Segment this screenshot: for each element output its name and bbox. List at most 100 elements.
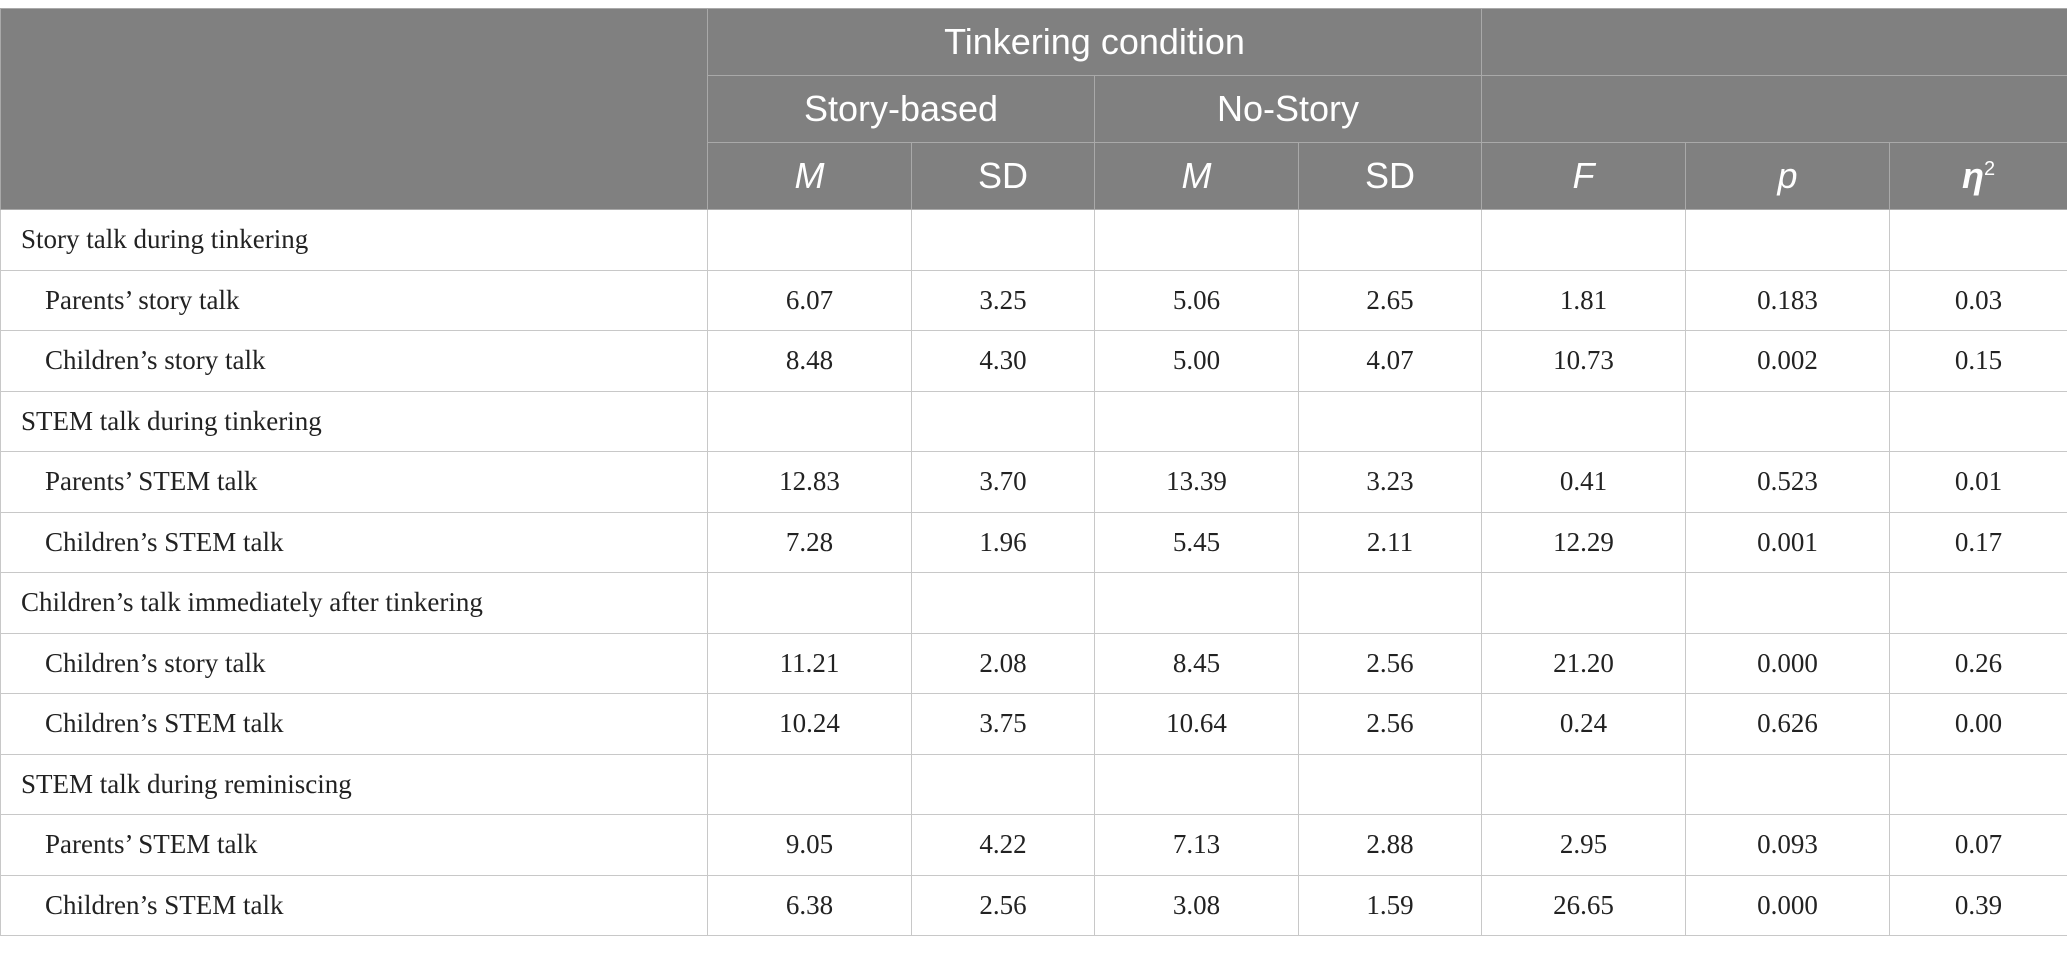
value-cell: 5.45 [1094, 511, 1299, 573]
value-cell: 0.093 [1685, 814, 1891, 876]
value-cell: 12.29 [1481, 511, 1687, 573]
value-cell: 12.83 [707, 451, 912, 513]
row-label: Children’s STEM talk [0, 693, 708, 755]
value-cell: 7.28 [707, 511, 912, 573]
header-col-m: M [707, 142, 912, 210]
value-cell: 6.38 [707, 874, 912, 936]
value-cell: 0.03 [1889, 269, 2067, 331]
section-row: STEM talk during reminiscing [0, 753, 2067, 815]
empty-cell [1481, 209, 1687, 271]
row-label: Parents’ STEM talk [0, 814, 708, 876]
section-row: Children’s talk immediately after tinker… [0, 572, 2067, 634]
value-cell: 3.75 [911, 693, 1095, 755]
empty-cell [911, 390, 1095, 452]
header-col-p: p [1685, 142, 1891, 210]
empty-cell [1889, 572, 2067, 634]
empty-cell [1297, 390, 1483, 452]
empty-cell [707, 209, 912, 271]
empty-cell [1685, 572, 1891, 634]
header-stats-blank-2 [1481, 75, 2067, 143]
empty-cell [1297, 572, 1483, 634]
value-cell: 2.56 [1297, 693, 1483, 755]
empty-cell [911, 572, 1095, 634]
row-label: Children’s story talk [0, 632, 708, 694]
value-cell: 2.95 [1481, 814, 1687, 876]
row-label: Children’s story talk [0, 330, 708, 392]
value-cell: 0.24 [1481, 693, 1687, 755]
value-cell: 3.23 [1297, 451, 1483, 513]
value-cell: 0.07 [1889, 814, 2067, 876]
value-cell: 13.39 [1094, 451, 1299, 513]
value-cell: 0.523 [1685, 451, 1891, 513]
section-title: Story talk during tinkering [0, 209, 708, 271]
header-stats-blank [1481, 8, 2067, 76]
empty-cell [1481, 753, 1687, 815]
value-cell: 21.20 [1481, 632, 1687, 694]
empty-cell [707, 572, 912, 634]
row-label: Children’s STEM talk [0, 874, 708, 936]
header-group-label: Tinkering condition [706, 8, 1483, 76]
value-cell: 0.01 [1889, 451, 2067, 513]
value-cell: 0.26 [1889, 632, 2067, 694]
empty-cell [911, 209, 1095, 271]
value-cell: 0.000 [1685, 874, 1891, 936]
row-label: Parents’ story talk [0, 269, 708, 331]
value-cell: 11.21 [707, 632, 912, 694]
header-col-eta-squared: η2 [1889, 142, 2067, 210]
value-cell: 9.05 [707, 814, 912, 876]
value-cell: 4.22 [911, 814, 1095, 876]
value-cell: 1.81 [1481, 269, 1687, 331]
table-row: Children’s STEM talk 7.28 1.96 5.45 2.11 12.2… [0, 511, 2067, 573]
header-condition-story-based: Story-based [707, 75, 1095, 143]
empty-cell [1094, 390, 1299, 452]
value-cell: 8.45 [1094, 632, 1299, 694]
value-cell: 0.41 [1481, 451, 1687, 513]
table-row: Parents’ story talk 6.07 3.25 5.06 2.65 1.81 0… [0, 269, 2067, 331]
value-cell: 0.15 [1889, 330, 2067, 392]
value-cell: 6.07 [707, 269, 912, 331]
value-cell: 0.00 [1889, 693, 2067, 755]
header-col-m: M [1094, 142, 1299, 210]
table-body: Story talk during tinkering Parents’ stor… [0, 209, 2067, 936]
table-row: Children’s story talk 11.21 2.08 8.45 2.56 21… [0, 632, 2067, 694]
empty-cell [707, 753, 912, 815]
empty-cell [1094, 753, 1299, 815]
value-cell: 7.13 [1094, 814, 1299, 876]
empty-cell [1094, 572, 1299, 634]
value-cell: 1.96 [911, 511, 1095, 573]
value-cell: 10.64 [1094, 693, 1299, 755]
empty-cell [1481, 572, 1687, 634]
value-cell: 2.56 [1297, 632, 1483, 694]
value-cell: 5.06 [1094, 269, 1299, 331]
empty-cell [1685, 753, 1891, 815]
value-cell: 4.07 [1297, 330, 1483, 392]
eta-superscript: 2 [1983, 158, 1996, 180]
value-cell: 2.08 [911, 632, 1095, 694]
empty-cell [1297, 753, 1483, 815]
value-cell: 3.25 [911, 269, 1095, 331]
eta-symbol: η [1961, 155, 1984, 196]
value-cell: 0.000 [1685, 632, 1891, 694]
empty-cell [1297, 209, 1483, 271]
value-cell: 2.56 [911, 874, 1095, 936]
value-cell: 26.65 [1481, 874, 1687, 936]
empty-cell [1889, 753, 2067, 815]
value-cell: 5.00 [1094, 330, 1299, 392]
value-cell: 2.11 [1297, 511, 1483, 573]
empty-cell [1481, 390, 1687, 452]
table-row: Children’s STEM talk 10.24 3.75 10.64 2.56 0.… [0, 693, 2067, 755]
header-col-sd: SD [911, 142, 1095, 210]
value-cell: 0.17 [1889, 511, 2067, 573]
value-cell: 10.73 [1481, 330, 1687, 392]
table-row: Children’s STEM talk 6.38 2.56 3.08 1.59 26.6… [0, 874, 2067, 936]
section-title: STEM talk during reminiscing [0, 753, 708, 815]
results-table: Tinkering condition Story-based No-Story… [0, 8, 2067, 936]
section-row: STEM talk during tinkering [0, 390, 2067, 452]
empty-cell [1889, 390, 2067, 452]
table-row: Children’s story talk 8.48 4.30 5.00 4.07 10.… [0, 330, 2067, 392]
value-cell: 0.001 [1685, 511, 1891, 573]
row-label: Children’s STEM talk [0, 511, 708, 573]
value-cell: 8.48 [707, 330, 912, 392]
header-condition-no-story: No-Story [1093, 75, 1483, 143]
section-title: Children’s talk immediately after tinker… [0, 572, 708, 634]
